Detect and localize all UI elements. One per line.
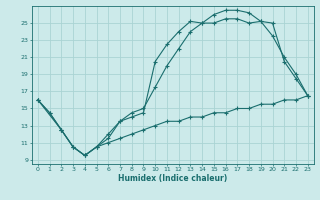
X-axis label: Humidex (Indice chaleur): Humidex (Indice chaleur) [118, 174, 228, 183]
